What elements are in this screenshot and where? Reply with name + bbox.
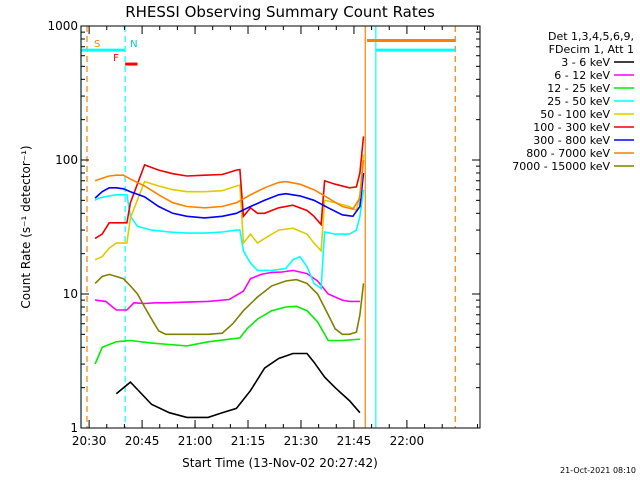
y-axis-label: Count Rate (s⁻¹ detector⁻¹) (19, 145, 33, 308)
series-line-6 (94, 172, 365, 219)
footer-date: 21-Oct-2021 08:10 (560, 466, 636, 475)
x-tick-label-1: 20:45 (125, 434, 160, 448)
series-line-7 (94, 159, 365, 211)
plot-frame (80, 25, 481, 429)
y-axis: 1 10 100 1000 (47, 19, 480, 435)
legend: Det 1,3,4,5,6,9,FDecim 1, Att 13 - 6 keV… (512, 30, 634, 173)
x-tick-label-6: 22:00 (390, 434, 425, 448)
y-tick-label-0: 1 (70, 421, 78, 435)
attenuator-label-2: F (113, 53, 119, 64)
series-line-3 (94, 189, 365, 290)
legend-label-6: 300 - 800 keV (533, 134, 610, 147)
legend-label-7: 800 - 7000 keV (526, 147, 610, 160)
chart-title: RHESSI Observing Summary Count Rates (125, 3, 435, 21)
x-axis: 20:30 20:45 21:00 21:15 21:30 21:45 22:00 (72, 26, 479, 448)
attenuator-label-0: S (94, 39, 100, 50)
x-tick-label-4: 21:30 (284, 434, 319, 448)
series-line-0 (115, 352, 361, 419)
series-line-2 (94, 305, 360, 365)
x-tick-label-0: 20:30 (72, 434, 107, 448)
plot-area: S NF (80, 26, 456, 428)
x-tick-label-3: 21:15 (231, 434, 266, 448)
y-tick-label-2: 100 (55, 153, 78, 167)
x-tick-label-2: 21:00 (178, 434, 213, 448)
x-axis-label: Start Time (13-Nov-02 20:27:42) (182, 456, 378, 470)
legend-label-0: 3 - 6 keV (561, 56, 610, 69)
y-tick-label-3: 1000 (47, 19, 78, 33)
legend-label-8: 7000 - 15000 keV (512, 160, 610, 173)
legend-label-4: 50 - 100 keV (540, 108, 610, 121)
legend-label-1: 6 - 12 keV (554, 69, 610, 82)
legend-label-3: 25 - 50 keV (547, 95, 610, 108)
x-tick-label-5: 21:45 (337, 434, 372, 448)
series-line-8 (94, 273, 365, 336)
legend-label-2: 12 - 25 keV (547, 82, 610, 95)
y-tick-label-1: 10 (63, 287, 78, 301)
legend-header-1: FDecim 1, Att 1 (549, 43, 634, 56)
legend-header-0: Det 1,3,4,5,6,9, (548, 30, 634, 43)
series-line-4 (94, 154, 365, 261)
attenuator-label-1: N (130, 39, 137, 50)
series-line-5 (94, 136, 365, 240)
legend-label-5: 100 - 300 keV (533, 121, 610, 134)
